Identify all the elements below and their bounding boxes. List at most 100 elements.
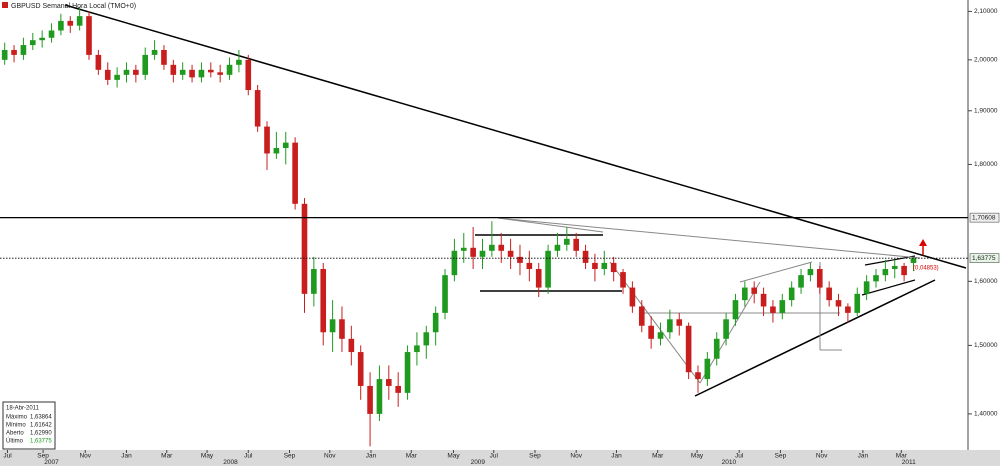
info-label: Máximo bbox=[6, 415, 28, 421]
candle-body bbox=[76, 16, 83, 26]
candle-body bbox=[685, 325, 692, 373]
candle-body bbox=[207, 69, 214, 73]
x-tick-label: Jan bbox=[611, 453, 622, 460]
chart-title: GBPUSD Semanal Hora Local (TMO+0) bbox=[11, 3, 136, 10]
candle-body bbox=[629, 287, 636, 307]
x-tick-label: May bbox=[691, 453, 704, 460]
candle-body bbox=[695, 372, 701, 380]
x-tick-label: Jul bbox=[3, 453, 12, 460]
candle-body bbox=[423, 332, 430, 346]
candle-body bbox=[151, 49, 158, 55]
year-label: 2007 bbox=[44, 459, 59, 466]
candle-body bbox=[376, 379, 383, 414]
y-tick-label: 1,60000 bbox=[974, 278, 998, 285]
candle-body bbox=[507, 250, 514, 257]
x-tick-label: Jan bbox=[366, 453, 377, 460]
info-value: 1,62990 bbox=[30, 431, 52, 437]
candle-body bbox=[348, 338, 355, 353]
candle-body bbox=[123, 69, 130, 75]
info-value: 1,63864 bbox=[30, 415, 52, 421]
candle-body bbox=[742, 287, 748, 301]
candle-body bbox=[545, 250, 551, 288]
trendline bbox=[497, 217, 604, 233]
candle-body bbox=[179, 69, 186, 75]
candle-body bbox=[845, 306, 851, 313]
candle-body bbox=[189, 69, 195, 78]
x-tick-label: Mar bbox=[652, 453, 664, 460]
x-tick-label: May bbox=[447, 453, 460, 460]
candle-body bbox=[395, 385, 401, 393]
annotation: (0,04853) bbox=[913, 266, 939, 272]
candle-body bbox=[142, 54, 149, 75]
candle-body bbox=[732, 300, 739, 320]
year-label: 2008 bbox=[223, 459, 238, 466]
y-tick-label: 1,90000 bbox=[974, 107, 998, 114]
candle-body bbox=[854, 293, 861, 313]
candle-body bbox=[114, 74, 120, 80]
candle-body bbox=[573, 238, 579, 251]
candle-body bbox=[236, 59, 242, 65]
trendline bbox=[739, 261, 813, 283]
candle-body bbox=[807, 269, 814, 276]
x-tick-label: Mar bbox=[896, 453, 908, 460]
trendline bbox=[864, 255, 916, 266]
candle-body bbox=[910, 258, 917, 263]
candle-body bbox=[779, 300, 786, 313]
candle-body bbox=[254, 90, 261, 127]
candle-body bbox=[667, 319, 673, 333]
candle-body bbox=[751, 287, 758, 294]
candle-body bbox=[86, 16, 92, 55]
candle-body bbox=[133, 69, 139, 75]
candle-body bbox=[826, 287, 832, 301]
candle-body bbox=[29, 40, 36, 46]
candle-body bbox=[498, 244, 505, 251]
candle-body bbox=[386, 379, 392, 386]
info-value: 1,61642 bbox=[30, 423, 52, 429]
x-tick-label: Nov bbox=[324, 453, 336, 460]
info-date: 18-Abr-2011 bbox=[6, 406, 40, 412]
x-tick-label: Sep bbox=[529, 453, 541, 460]
candle-body bbox=[723, 319, 729, 339]
x-tick-label: Sep bbox=[37, 453, 49, 460]
candle-body bbox=[648, 325, 654, 339]
candle-body bbox=[170, 64, 177, 75]
candle-body bbox=[760, 293, 767, 307]
y-tick-label: 1,50000 bbox=[974, 342, 998, 349]
candle-body bbox=[198, 69, 205, 78]
x-tick-label: Nov bbox=[816, 453, 828, 460]
info-label: Aberto bbox=[6, 431, 24, 437]
x-tick-label: Sep bbox=[284, 453, 296, 460]
candle-body bbox=[357, 352, 364, 386]
candle-body bbox=[610, 262, 617, 273]
candle-body bbox=[39, 37, 45, 41]
candle-body bbox=[48, 30, 55, 38]
info-label: Mínimo bbox=[6, 423, 26, 429]
candle-body bbox=[816, 269, 823, 288]
info-label: Último bbox=[6, 438, 24, 445]
candle-body bbox=[535, 269, 542, 288]
trendline bbox=[64, 4, 967, 269]
candle-body bbox=[329, 319, 336, 333]
candle-body bbox=[770, 306, 776, 313]
candle-body bbox=[835, 300, 842, 307]
price-tag: 1,70608 bbox=[972, 214, 996, 221]
candle-body bbox=[451, 250, 458, 276]
candle-body bbox=[432, 312, 439, 333]
x-tick-label: Nov bbox=[79, 453, 91, 460]
y-tick-label: 1,40000 bbox=[974, 411, 998, 418]
candle-body bbox=[292, 142, 298, 204]
trendline bbox=[694, 279, 936, 397]
candle-body bbox=[320, 269, 327, 333]
trendline bbox=[861, 279, 916, 296]
candle-body bbox=[638, 306, 645, 326]
info-value: 1,63775 bbox=[30, 439, 52, 445]
candle-body bbox=[104, 69, 111, 80]
candle-body bbox=[20, 45, 27, 55]
y-tick-label: 1,80000 bbox=[974, 161, 998, 168]
candle-body bbox=[873, 275, 879, 282]
candle-body bbox=[226, 64, 233, 75]
candle-body bbox=[676, 319, 683, 326]
candle-body bbox=[339, 319, 345, 339]
candle-body bbox=[414, 345, 420, 353]
x-tick-label: Jan bbox=[858, 453, 869, 460]
